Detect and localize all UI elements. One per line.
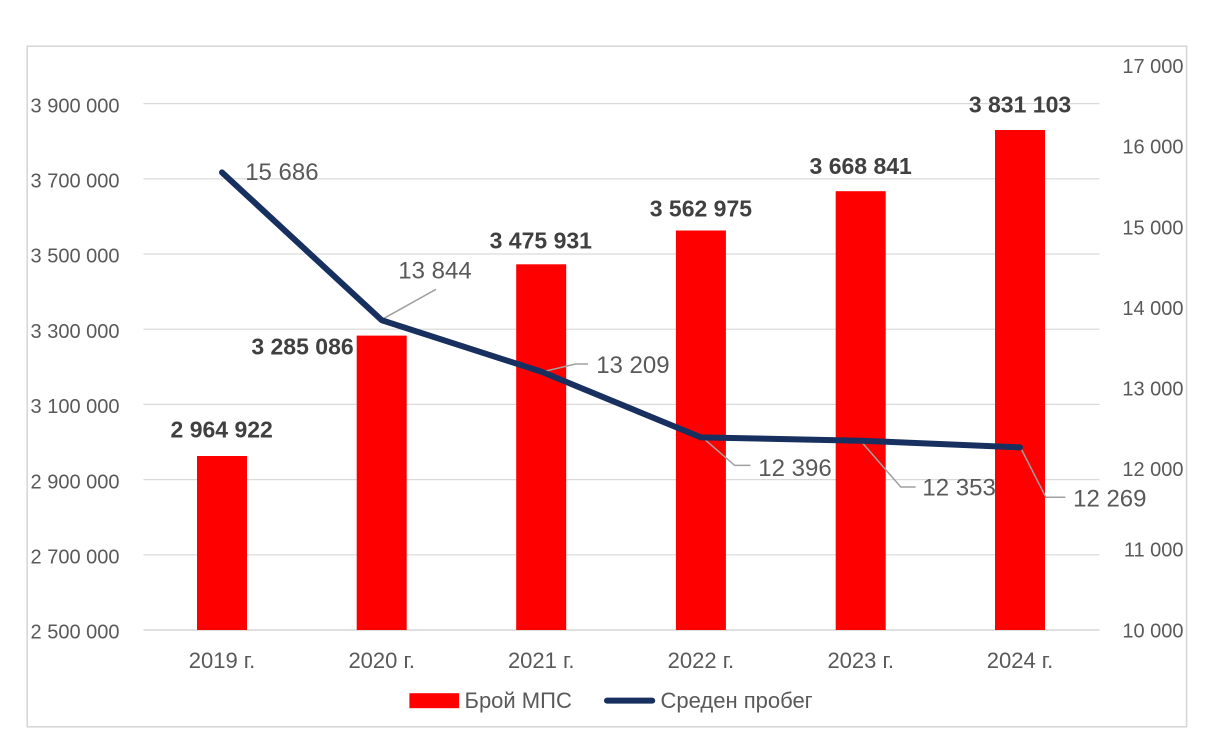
svg-text:3 500 000: 3 500 000	[31, 246, 120, 268]
svg-text:2 700 000: 2 700 000	[31, 547, 120, 569]
svg-text:13 209: 13 209	[596, 352, 669, 379]
svg-text:2020 г.: 2020 г.	[348, 648, 415, 673]
svg-text:3 100 000: 3 100 000	[31, 396, 120, 418]
svg-text:3 300 000: 3 300 000	[31, 321, 120, 343]
svg-text:10 000: 10 000	[1122, 620, 1183, 642]
svg-text:12 353: 12 353	[922, 474, 995, 501]
svg-text:2024 г.: 2024 г.	[987, 648, 1054, 673]
svg-text:13 000: 13 000	[1122, 379, 1183, 401]
svg-text:12 396: 12 396	[758, 455, 831, 482]
svg-text:15 000: 15 000	[1122, 217, 1183, 239]
svg-text:11 000: 11 000	[1124, 540, 1184, 562]
svg-text:Среден пробег: Среден пробег	[661, 688, 813, 713]
svg-text:3 562 975: 3 562 975	[650, 196, 753, 222]
svg-text:12 269: 12 269	[1073, 486, 1146, 513]
svg-text:2021 г.: 2021 г.	[508, 648, 575, 673]
svg-text:3 700 000: 3 700 000	[31, 171, 120, 193]
svg-text:2022 г.: 2022 г.	[668, 648, 735, 673]
svg-text:2019 г.: 2019 г.	[189, 648, 256, 673]
svg-text:3 668 841: 3 668 841	[810, 153, 913, 179]
svg-text:15 686: 15 686	[245, 159, 318, 186]
svg-text:14 000: 14 000	[1122, 298, 1183, 320]
svg-text:2023 г.: 2023 г.	[827, 648, 894, 673]
svg-text:3 900 000: 3 900 000	[31, 95, 120, 117]
svg-text:2 964 922: 2 964 922	[171, 417, 273, 443]
svg-text:3 285 086: 3 285 086	[251, 333, 353, 359]
svg-text:17 000: 17 000	[1122, 56, 1183, 78]
svg-text:16 000: 16 000	[1122, 137, 1183, 159]
svg-text:3 831 103: 3 831 103	[969, 92, 1071, 118]
svg-text:2 900 000: 2 900 000	[31, 471, 120, 493]
svg-text:2 500 000: 2 500 000	[31, 622, 120, 644]
svg-text:3 475 931: 3 475 931	[490, 228, 593, 254]
svg-text:12 000: 12 000	[1122, 459, 1183, 481]
svg-text:13 844: 13 844	[398, 258, 471, 285]
svg-text:Брой МПС: Брой МПС	[465, 688, 572, 713]
